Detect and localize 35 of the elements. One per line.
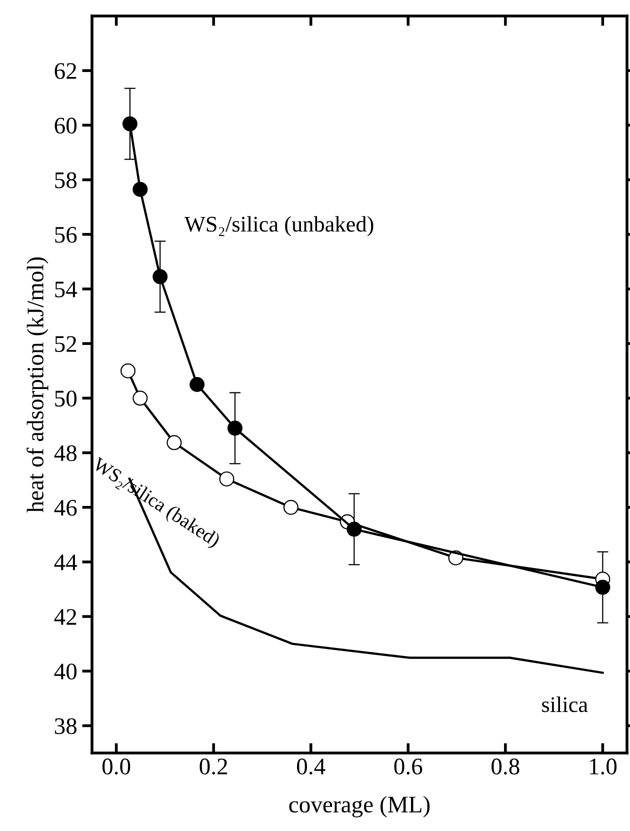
- x-tick-label: 0.2: [200, 758, 228, 775]
- y-tick-label: 40: [54, 664, 77, 680]
- x-tick-label: 0.8: [492, 758, 520, 775]
- y-tick-label: 52: [55, 336, 76, 352]
- x-tick-label: 0.0: [102, 758, 130, 775]
- y-tick-label: 42: [54, 609, 76, 625]
- point: [219, 471, 234, 486]
- y-tick-label: 56: [55, 226, 77, 243]
- point: [152, 269, 168, 284]
- y-tick-label: 58: [55, 172, 77, 188]
- y-tick-label: 46: [54, 500, 77, 516]
- point: [283, 500, 298, 515]
- point: [122, 116, 138, 132]
- y-axis-title: heat of adsorption (kJ/mol): [26, 257, 48, 512]
- y-tick-label: 48: [54, 445, 77, 462]
- series-label: silica: [542, 696, 588, 712]
- y-tick-label: 60: [54, 118, 77, 134]
- y-tick-label: 54: [55, 282, 78, 298]
- y-tick-label: 44: [54, 554, 78, 570]
- y-tick-label: 38: [54, 718, 77, 734]
- point: [132, 390, 148, 406]
- series-label: WS₂/silica (unbaked): [184, 216, 374, 236]
- point: [227, 420, 242, 436]
- x-tick-label: 0.6: [394, 758, 422, 775]
- point: [166, 435, 182, 450]
- point: [120, 363, 136, 378]
- point: [595, 580, 610, 595]
- point: [190, 377, 205, 392]
- x-tick-label: 0.4: [297, 758, 326, 775]
- y-tick-label: 62: [54, 63, 76, 80]
- x-tick-label: 1.0: [590, 758, 617, 775]
- point: [346, 522, 362, 537]
- x-axis-title: coverage (ML): [289, 796, 430, 818]
- y-tick-label: 50: [55, 390, 77, 407]
- point: [132, 182, 148, 197]
